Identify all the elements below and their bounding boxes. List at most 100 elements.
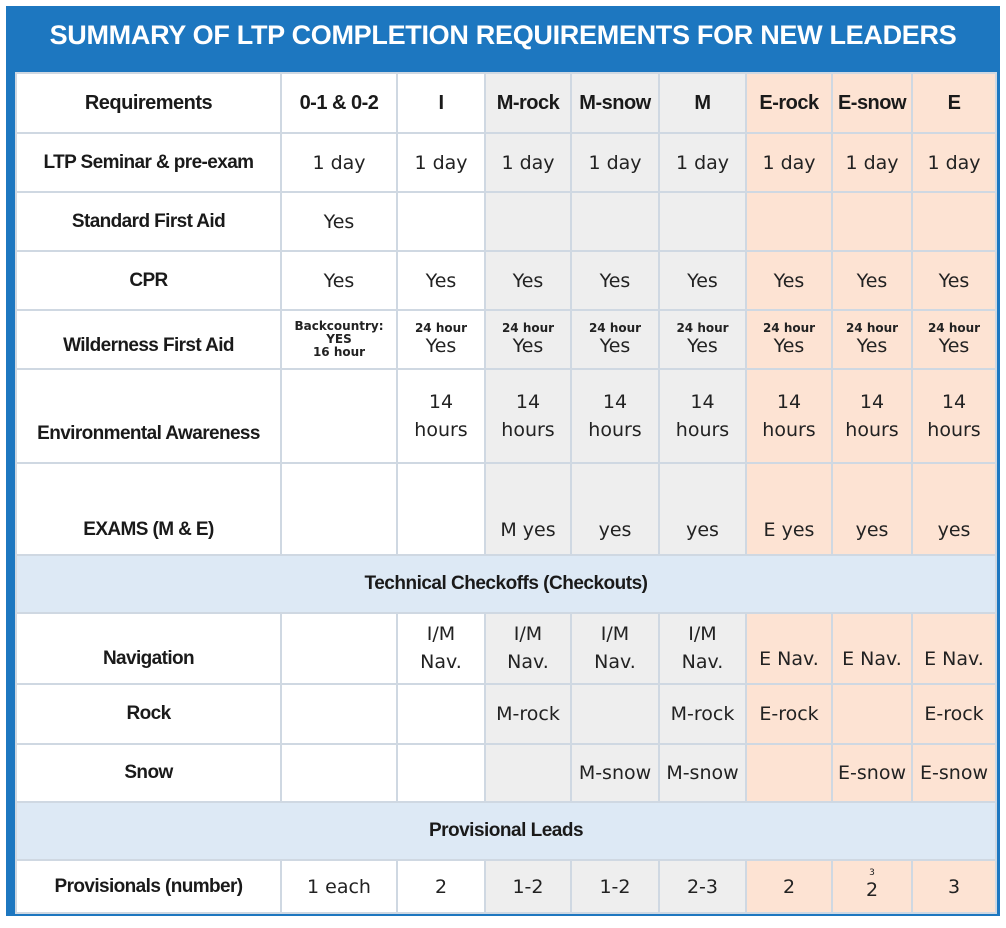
section-title-provisional-leads: Provisional Leads — [15, 801, 997, 861]
table-cell — [396, 191, 486, 252]
row-label-provisionals: Provisionals (number) — [15, 859, 282, 914]
table-row: Snow M-snow M-snow E-snow E-snow — [15, 743, 997, 803]
table-cell — [831, 191, 913, 252]
table-cell: Yes — [658, 250, 747, 311]
table-cell: Backcountry: YES 16 hour — [280, 309, 398, 370]
table-cell — [280, 368, 398, 464]
table-cell — [745, 191, 833, 252]
table-cell: yes — [570, 462, 660, 556]
table-cell — [280, 743, 398, 803]
table-cell — [745, 743, 833, 803]
table-cell: yes — [831, 462, 913, 556]
requirements-table: Requirements 0-1 & 0-2 I M-rock M-snow M… — [15, 72, 997, 914]
table-cell — [280, 683, 398, 745]
table-cell: E Nav. — [911, 612, 997, 685]
table-row: Wilderness First Aid Backcountry: YES 16… — [15, 309, 997, 370]
table-cell: 1 day — [831, 132, 913, 193]
table-cell — [396, 462, 486, 556]
table-cell: 1 day — [280, 132, 398, 193]
table-cell: 1 day — [484, 132, 572, 193]
table-cell: 1 day — [911, 132, 997, 193]
table-cell — [484, 191, 572, 252]
row-label-rock: Rock — [15, 683, 282, 745]
table-cell: E-snow — [831, 743, 913, 803]
table-cell — [911, 191, 997, 252]
header-row: Requirements 0-1 & 0-2 I M-rock M-snow M… — [15, 72, 997, 134]
table-cell: M-rock — [658, 683, 747, 745]
table-cell: 2 — [396, 859, 486, 914]
table-cell: 2 — [745, 859, 833, 914]
table-cell: 1 day — [570, 132, 660, 193]
table-cell: 1-2 — [484, 859, 572, 914]
column-header-e-rock: E-rock — [745, 72, 833, 134]
table-cell: 14 hours — [570, 368, 660, 464]
table-cell: Yes — [570, 250, 660, 311]
column-header-e-snow: E-snow — [831, 72, 913, 134]
table-cell: Yes — [280, 250, 398, 311]
table-cell — [280, 612, 398, 685]
column-header-m-rock: M-rock — [484, 72, 572, 134]
table-cell: M-snow — [658, 743, 747, 803]
table-cell: Yes — [911, 250, 997, 311]
table-cell: Yes — [745, 250, 833, 311]
table-cell: 1 day — [658, 132, 747, 193]
table-row: Rock M-rock M-rock E-rock E-rock — [15, 683, 997, 745]
table-cell: yes — [911, 462, 997, 556]
table-cell: Yes — [280, 191, 398, 252]
row-label-exams: EXAMS (M & E) — [15, 462, 282, 556]
superscript-mark: 3 — [869, 867, 875, 878]
table-cell: 14 hours — [745, 368, 833, 464]
table-cell: 24 hour Yes — [831, 309, 913, 370]
table-cell: E-snow — [911, 743, 997, 803]
table-cell — [484, 743, 572, 803]
table-cell: 24 hour Yes — [745, 309, 833, 370]
table-cell: 14 hours — [911, 368, 997, 464]
table-cell: E yes — [745, 462, 833, 556]
table-row: EXAMS (M & E) M yes yes yes E yes yes ye… — [15, 462, 997, 556]
table-cell: 14 hours — [396, 368, 486, 464]
column-header-o1-o2: 0-1 & 0-2 — [280, 72, 398, 134]
row-label-standard-first-aid: Standard First Aid — [15, 191, 282, 252]
section-band: Provisional Leads — [15, 801, 997, 861]
table-cell: 24 hour Yes — [911, 309, 997, 370]
table-cell: E-rock — [745, 683, 833, 745]
table-cell — [570, 683, 660, 745]
table-cell: 1-2 — [570, 859, 660, 914]
table-cell: 2-3 — [658, 859, 747, 914]
row-label-environmental-awareness: Environmental Awareness — [15, 368, 282, 464]
table-cell: I/M Nav. — [658, 612, 747, 685]
table-row: Provisionals (number) 1 each 2 1-2 1-2 2… — [15, 859, 997, 914]
table-cell: 14 hours — [658, 368, 747, 464]
table-cell: 24 hour Yes — [570, 309, 660, 370]
table-cell: I/M Nav. — [570, 612, 660, 685]
column-header-m-snow: M-snow — [570, 72, 660, 134]
table-cell — [396, 743, 486, 803]
table-cell: I/M Nav. — [484, 612, 572, 685]
table-cell: M-snow — [570, 743, 660, 803]
table-row: LTP Seminar & pre-exam 1 day 1 day 1 day… — [15, 132, 997, 193]
column-header-m: M — [658, 72, 747, 134]
table-row: Environmental Awareness 14 hours 14 hours … — [15, 368, 997, 464]
column-header-e: E — [911, 72, 997, 134]
table-cell: E Nav. — [745, 612, 833, 685]
row-label-seminar: LTP Seminar & pre-exam — [15, 132, 282, 193]
row-label-cpr: CPR — [15, 250, 282, 311]
section-title-technical-checkoffs: Technical Checkoffs (Checkouts) — [15, 554, 997, 614]
table-cell: E Nav. — [831, 612, 913, 685]
column-header-i: I — [396, 72, 486, 134]
table-cell: Yes — [484, 250, 572, 311]
table-cell: Yes — [831, 250, 913, 311]
table-row: Standard First Aid Yes — [15, 191, 997, 252]
table-cell — [658, 191, 747, 252]
table-cell: 1 each — [280, 859, 398, 914]
section-band: Technical Checkoffs (Checkouts) — [15, 554, 997, 614]
table-cell: M-rock — [484, 683, 572, 745]
row-label-wilderness-first-aid: Wilderness First Aid — [15, 309, 282, 370]
table-row: Navigation I/M Nav. I/M Nav. I/M Nav. I/M Na… — [15, 612, 997, 685]
table-cell: 24 hour Yes — [396, 309, 486, 370]
page-title: SUMMARY OF LTP COMPLETION REQUIREMENTS F… — [49, 20, 957, 50]
column-header-requirements: Requirements — [15, 72, 282, 134]
table-cell: I/M Nav. — [396, 612, 486, 685]
row-label-snow: Snow — [15, 743, 282, 803]
